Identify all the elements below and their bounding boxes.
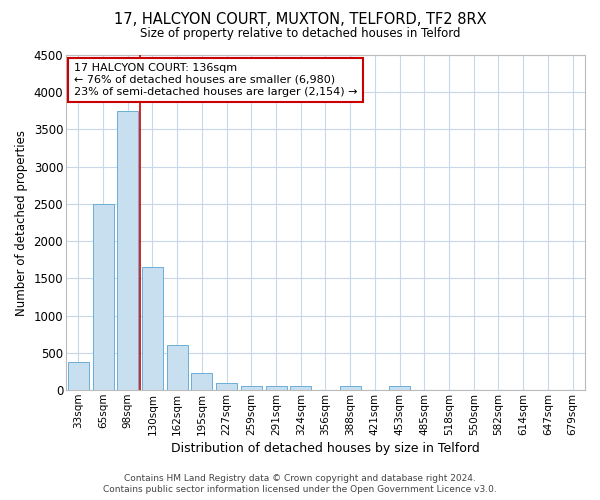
Bar [216, 382, 237, 390]
Bar [340, 386, 361, 390]
Bar [266, 386, 287, 390]
Text: 17 HALCYON COURT: 136sqm
← 76% of detached houses are smaller (6,980)
23% of sem: 17 HALCYON COURT: 136sqm ← 76% of detach… [74, 64, 357, 96]
Bar [389, 386, 410, 390]
Bar [191, 374, 212, 390]
Text: Size of property relative to detached houses in Telford: Size of property relative to detached ho… [140, 28, 460, 40]
Bar [241, 386, 262, 390]
X-axis label: Distribution of detached houses by size in Telford: Distribution of detached houses by size … [171, 442, 480, 455]
Bar [142, 268, 163, 390]
Y-axis label: Number of detached properties: Number of detached properties [15, 130, 28, 316]
Bar [92, 204, 113, 390]
Bar [68, 362, 89, 390]
Bar [167, 346, 188, 390]
Bar [117, 111, 138, 390]
Bar [290, 386, 311, 390]
Text: 17, HALCYON COURT, MUXTON, TELFORD, TF2 8RX: 17, HALCYON COURT, MUXTON, TELFORD, TF2 … [113, 12, 487, 28]
Text: Contains HM Land Registry data © Crown copyright and database right 2024.
Contai: Contains HM Land Registry data © Crown c… [103, 474, 497, 494]
